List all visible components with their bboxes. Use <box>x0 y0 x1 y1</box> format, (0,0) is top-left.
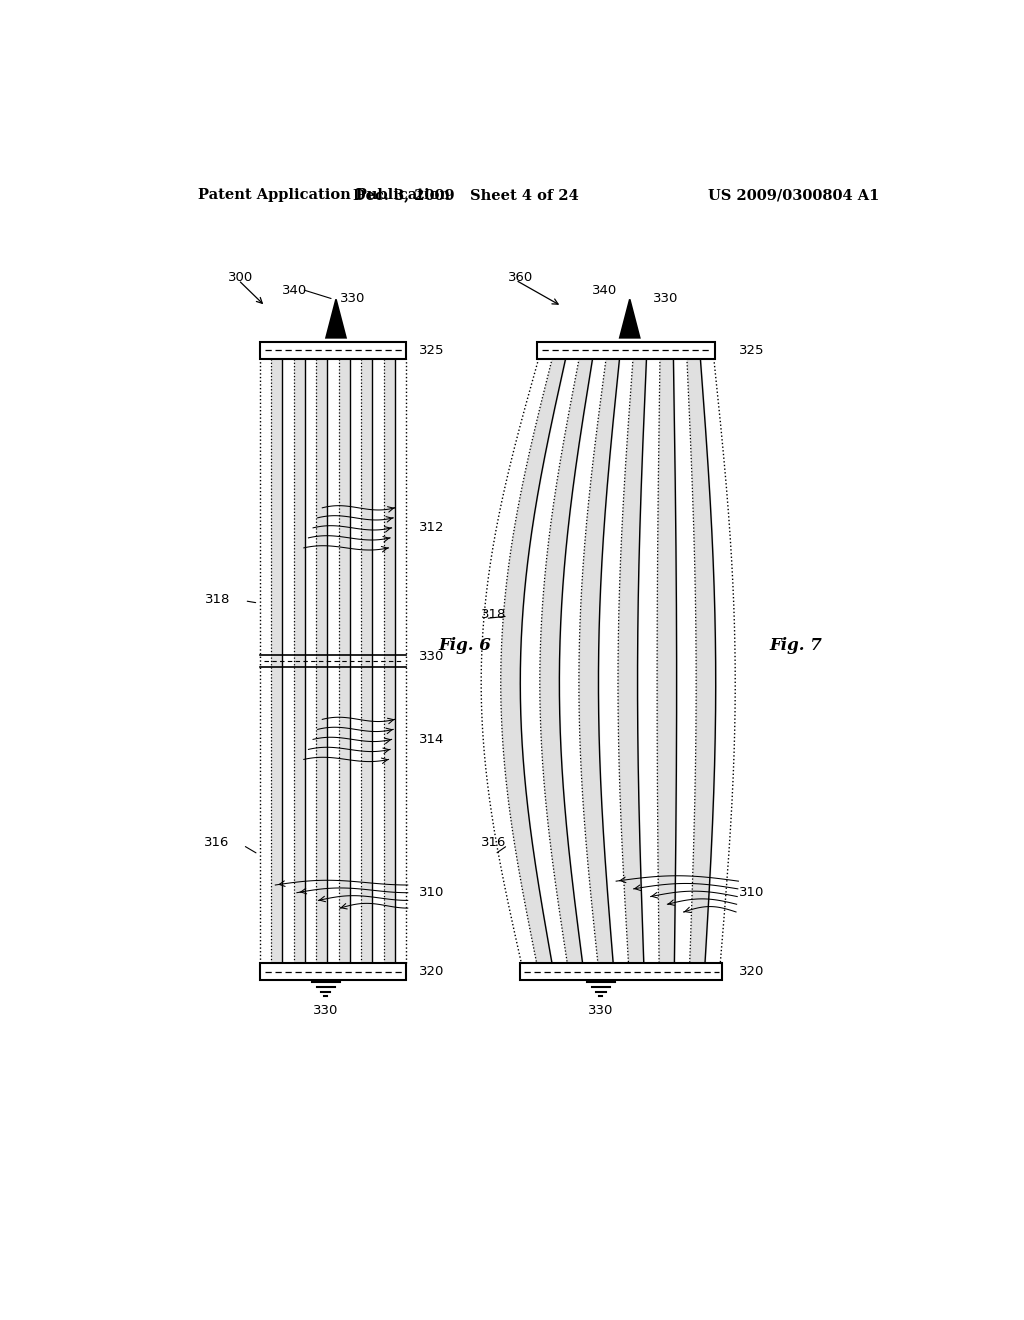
Text: 340: 340 <box>592 284 616 297</box>
Text: 310: 310 <box>739 886 764 899</box>
Text: 320: 320 <box>419 965 444 978</box>
Bar <box>361 359 373 964</box>
Text: 340: 340 <box>282 284 307 297</box>
Text: 318: 318 <box>481 609 506 622</box>
Polygon shape <box>620 300 640 338</box>
Text: 325: 325 <box>739 343 764 356</box>
Text: 360: 360 <box>508 271 534 284</box>
Text: Fig. 6: Fig. 6 <box>438 638 492 653</box>
Text: 316: 316 <box>481 836 506 849</box>
Text: 330: 330 <box>340 292 365 305</box>
Bar <box>538 342 716 359</box>
Text: 314: 314 <box>419 733 444 746</box>
Bar <box>271 359 283 964</box>
Text: 330: 330 <box>419 651 444 664</box>
Text: 316: 316 <box>204 836 229 849</box>
Text: US 2009/0300804 A1: US 2009/0300804 A1 <box>708 189 880 202</box>
Text: 300: 300 <box>228 271 254 284</box>
Text: 330: 330 <box>313 1005 339 1018</box>
Text: Patent Application Publication: Patent Application Publication <box>199 189 451 202</box>
Text: 320: 320 <box>739 965 764 978</box>
Bar <box>520 964 722 979</box>
Text: 330: 330 <box>588 1005 613 1018</box>
Bar <box>294 359 305 964</box>
Text: Dec. 3, 2009   Sheet 4 of 24: Dec. 3, 2009 Sheet 4 of 24 <box>352 189 579 202</box>
Bar <box>339 359 350 964</box>
Text: 325: 325 <box>419 343 444 356</box>
Text: 330: 330 <box>653 292 678 305</box>
Text: 310: 310 <box>419 886 444 899</box>
Text: 312: 312 <box>419 521 444 535</box>
Polygon shape <box>326 300 346 338</box>
Text: Fig. 7: Fig. 7 <box>770 638 822 653</box>
Bar <box>384 359 395 964</box>
Bar <box>316 359 328 964</box>
Bar <box>260 342 407 359</box>
Text: 318: 318 <box>205 593 230 606</box>
Bar <box>260 964 407 979</box>
